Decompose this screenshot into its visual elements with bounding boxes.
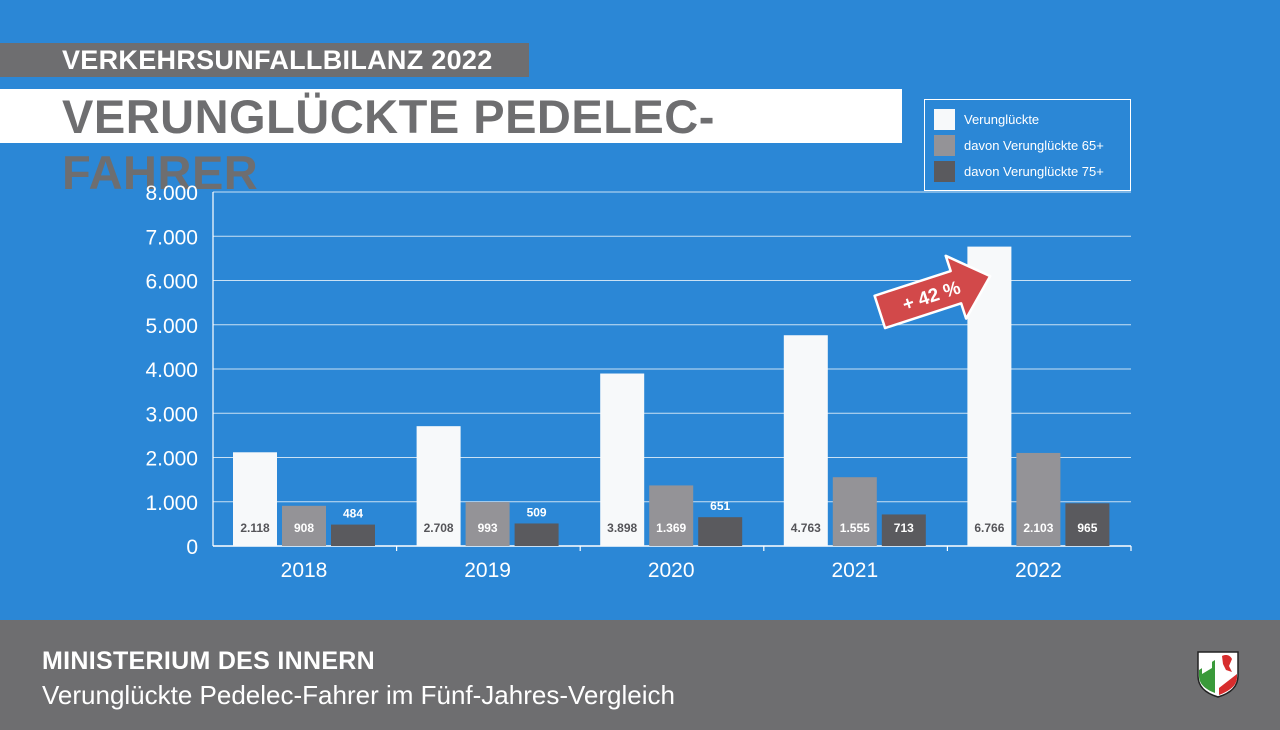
- data-label: 965: [1077, 521, 1097, 535]
- footer-subtitle: Verunglückte Pedelec-Fahrer im Fünf-Jahr…: [42, 680, 675, 710]
- y-tick-label: 4.000: [145, 359, 198, 382]
- x-tick-label: 2019: [464, 559, 511, 582]
- data-label: 2.708: [424, 521, 454, 535]
- y-tick-label: 8.000: [145, 182, 198, 205]
- y-tick-label: 6.000: [145, 271, 198, 294]
- bar-2022-series-2: [1016, 452, 1061, 546]
- x-tick-label: 2022: [1015, 559, 1062, 582]
- bar-2019-series-1: [416, 426, 461, 546]
- data-label: 651: [710, 499, 730, 513]
- legend-swatch: [934, 134, 955, 156]
- bar-2022-series-3: [1065, 503, 1110, 546]
- y-tick-label: 0: [186, 536, 198, 559]
- data-label: 1.555: [840, 521, 870, 535]
- bar-2019-series-2: [465, 502, 510, 546]
- bar-2018-series-3: [331, 524, 375, 546]
- bar-2021-series-2: [832, 477, 877, 546]
- nrw-coat-of-arms-icon: [1197, 651, 1239, 698]
- legend-item-65plus: davon Verunglückte 65+: [925, 132, 1130, 158]
- x-tick-label: 2020: [648, 559, 695, 582]
- legend-swatch: [934, 160, 955, 182]
- data-label: 4.763: [791, 521, 821, 535]
- page-title: VERUNGLÜCKTE PEDELEC-FAHRER: [0, 89, 902, 199]
- bar-2020-series-1: [600, 373, 645, 546]
- bar-2020-series-2: [649, 485, 694, 546]
- bar-2020-series-3: [698, 517, 743, 546]
- y-tick-label: 1.000: [145, 492, 198, 515]
- data-label: 2.118: [240, 521, 270, 535]
- data-label: 6.766: [974, 521, 1004, 535]
- legend-label: davon Verunglückte 65+: [964, 137, 1104, 153]
- legend-item-75plus: davon Verunglückte 75+: [925, 158, 1130, 184]
- growth-arrow: + 42 %: [873, 254, 992, 330]
- bar-2018-series-1: [233, 452, 277, 546]
- y-tick-label: 5.000: [145, 315, 198, 338]
- data-label: 993: [478, 521, 498, 535]
- data-label: 908: [294, 521, 314, 535]
- data-label: 509: [527, 505, 547, 519]
- data-label: 3.898: [607, 521, 637, 535]
- bar-2018-series-2: [282, 505, 326, 546]
- legend-swatch: [934, 108, 955, 130]
- legend-label: davon Verunglückte 75+: [964, 163, 1104, 179]
- data-label: 484: [343, 507, 363, 521]
- y-tick-label: 3.000: [145, 403, 198, 426]
- bar-2021-series-3: [881, 514, 926, 546]
- data-label: 2.103: [1023, 521, 1053, 535]
- arrow-shape: [873, 254, 992, 330]
- legend-item-verunglueckte: Verunglückte: [925, 106, 1130, 132]
- y-tick-label: 7.000: [145, 226, 198, 249]
- legend-label: Verunglückte: [964, 111, 1040, 127]
- y-tick-label: 2.000: [145, 448, 198, 471]
- footer-title: MINISTERIUM DES INNERN: [42, 647, 376, 675]
- footer-bar: [0, 620, 1280, 730]
- data-label: 713: [894, 521, 914, 535]
- bar-2019-series-3: [514, 523, 559, 546]
- data-label: 1.369: [656, 521, 686, 535]
- x-tick-label: 2018: [281, 559, 328, 582]
- bar-chart: 0 1.000 2.000 3.000 4.000 5.000 6.000 7.000 8.00…: [145, 182, 1132, 582]
- x-tick-label: 2021: [831, 559, 878, 582]
- bar-2021-series-1: [783, 335, 828, 546]
- kicker-title: VERKEHRSUNFALLBILANZ 2022: [0, 43, 529, 77]
- chart-legend: Verunglückte davon Verunglückte 65+ davo…: [924, 99, 1131, 191]
